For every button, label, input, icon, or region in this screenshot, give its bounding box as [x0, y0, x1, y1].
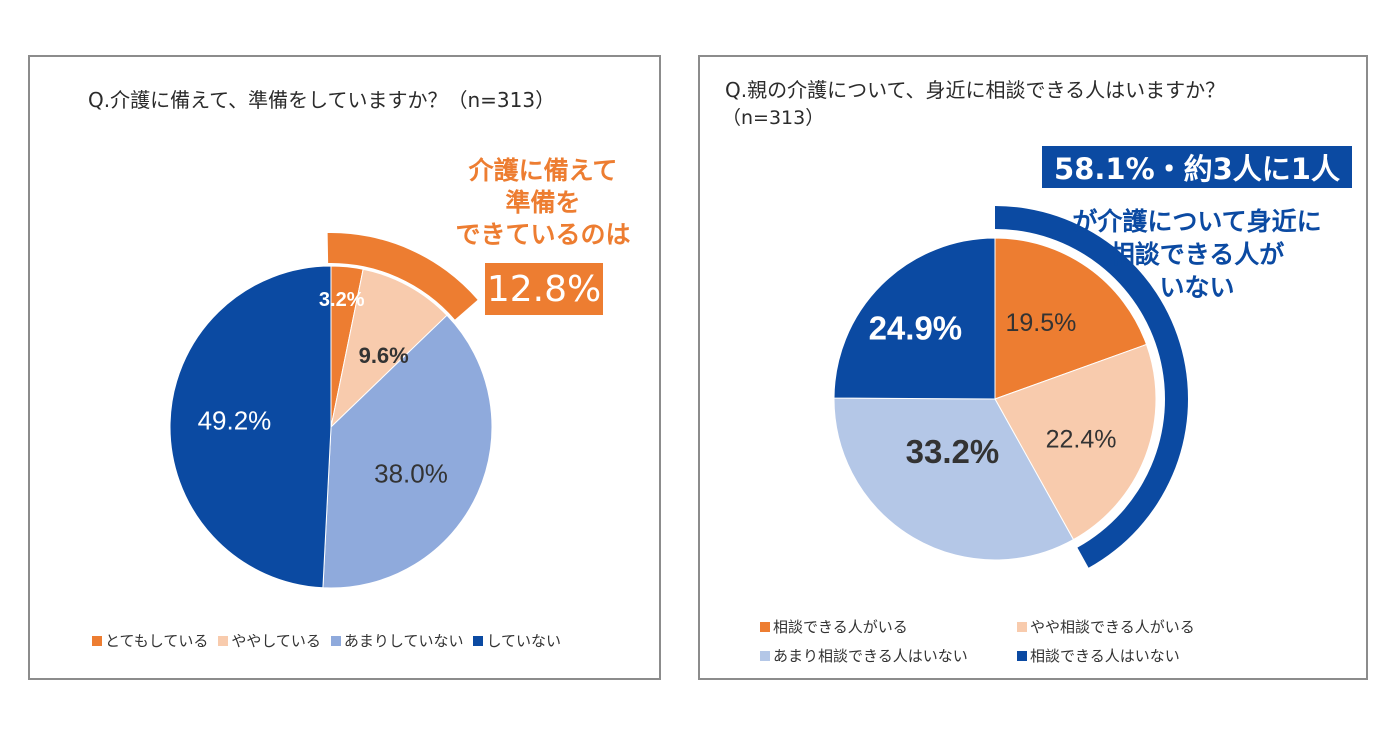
legend-item: とてもしている [92, 630, 208, 651]
legend-swatch [760, 650, 770, 661]
legend-swatch [473, 635, 484, 646]
legend-label: あまり相談できる人はいない [773, 647, 968, 665]
legend-item: 相談できる人がいる [760, 616, 1017, 637]
highlight-badge: 58.1%・約3人に1人 [1042, 146, 1352, 188]
legend-label: とてもしている [105, 632, 209, 650]
pie-slice [322, 314, 493, 589]
chart-panel-preparation: Q.介護に備えて、準備をしていますか？（n=313） 3.2% 9.6% 38.0%… [28, 55, 661, 680]
chart-panel-consultation: Q.親の介護について、身近に相談できる人はいますか？ （n=313） 19.5%… [698, 55, 1368, 680]
callout-line-1: が介護について身近に [1072, 207, 1322, 236]
callout-line-2: 相談できる人が [1109, 240, 1285, 269]
legend-label: 相談できる人はいない [1030, 647, 1180, 665]
highlight-badge: 12.8% [485, 263, 603, 315]
pie-slice [994, 237, 1148, 400]
data-label: 3.2% [319, 289, 365, 311]
legend-swatch [330, 635, 341, 646]
legend-label: やや相談できる人がいる [1030, 618, 1195, 636]
legend-swatch [1017, 650, 1027, 661]
legend-item: あまり相談できる人はいない [760, 645, 1017, 666]
callout-line-2: 準備を [505, 188, 581, 217]
data-label: 24.9% [869, 310, 963, 347]
legend-item: ややしている [218, 630, 321, 651]
legend-label: ややしている [231, 632, 321, 650]
chart-title: Q.親の介護について、身近に相談できる人はいますか？ [725, 78, 1226, 102]
pie-slice [330, 268, 448, 429]
data-label: 19.5% [1005, 309, 1076, 337]
data-label: 22.4% [1046, 425, 1117, 453]
legend-item: あまりしていない [330, 630, 464, 651]
callout-line-1: 介護に備えて [468, 156, 618, 185]
pie-chart-consultation: 19.5% 22.4% 33.2% 24.9% [833, 206, 1188, 568]
callout-line-3: いない [1159, 273, 1235, 302]
pie-slice [833, 397, 1075, 561]
pie-slice [169, 265, 332, 589]
data-label: 49.2% [198, 405, 272, 435]
legend-swatch [1017, 621, 1027, 632]
legend-item: していない [473, 630, 561, 651]
legend-label: していない [486, 632, 562, 650]
chart-title: Q.介護に備えて、準備をしていますか？（n=313） [88, 88, 556, 112]
data-label: 9.6% [359, 343, 409, 368]
legend-swatch [92, 635, 102, 646]
legend-swatch [760, 621, 770, 632]
pie-slice [994, 343, 1157, 541]
highlight-ring [327, 233, 478, 320]
callout-line-3: できているのは [455, 220, 631, 249]
highlight-ring [995, 206, 1188, 568]
pie-slice [833, 237, 996, 400]
data-label: 33.2% [906, 433, 1000, 470]
legend-label: あまりしていない [343, 632, 464, 650]
data-label: 38.0% [374, 459, 448, 489]
legend-swatch [218, 635, 229, 646]
legend: とてもしている ややしている あまりしていない していない [92, 630, 561, 651]
legend-item: 相談できる人はいない [1017, 645, 1237, 666]
pie-chart-preparation: 3.2% 9.6% 38.0% 49.2% [169, 233, 493, 589]
legend-label: 相談できる人がいる [773, 618, 908, 636]
legend-item: やや相談できる人がいる [1017, 616, 1237, 637]
chart-subtitle: （n=313） [722, 107, 825, 129]
legend: 相談できる人がいる やや相談できる人がいる あまり相談できる人はいない 相談でき… [760, 616, 1237, 666]
